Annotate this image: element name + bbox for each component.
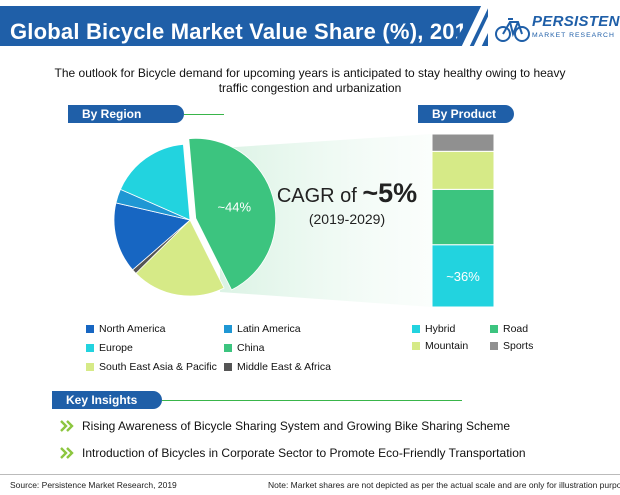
legend-label: Sports xyxy=(503,340,534,352)
cagr-callout: CAGR of ~5% (2019-2029) xyxy=(272,178,422,227)
legend-item-hybrid: Hybrid xyxy=(412,322,455,336)
legend-swatch xyxy=(86,325,94,333)
logo-name: PERSISTENCE xyxy=(532,13,620,30)
region-accent-line xyxy=(184,114,224,115)
legend-label: Europe xyxy=(99,342,133,354)
legend-item-north-america: North America xyxy=(86,322,166,336)
logo-subtitle: MARKET RESEARCH xyxy=(532,32,615,39)
legend-label: Middle East & Africa xyxy=(237,361,331,373)
bicycle-logo-icon xyxy=(495,18,530,42)
legend-item-middle-east-and-africa: Middle East & Africa xyxy=(224,360,331,374)
footer: Source: Persistence Market Research, 201… xyxy=(0,474,620,495)
chart-area: ~44% ~36% xyxy=(113,133,495,308)
bar-data-label: ~36% xyxy=(446,269,480,284)
legend-label: Latin America xyxy=(237,323,301,335)
pie-slice-north-america xyxy=(113,202,191,271)
legend-item-road: Road xyxy=(490,322,528,336)
section-label-insights: Key Insights xyxy=(52,391,162,409)
insight-item: Rising Awareness of Bicycle Sharing Syst… xyxy=(60,418,510,434)
legend-item-europe: Europe xyxy=(86,341,133,355)
legend-swatch xyxy=(224,363,232,371)
insights-accent-line xyxy=(162,400,462,401)
insight-text: Introduction of Bicycles in Corporate Se… xyxy=(82,446,526,460)
pie-slice-china xyxy=(188,137,277,291)
pie-slice-south-east-asia-and-pacific xyxy=(135,219,225,297)
connector-band xyxy=(220,134,432,307)
legend-swatch xyxy=(86,363,94,371)
legend-label: Hybrid xyxy=(425,323,456,335)
legend-item-sports: Sports xyxy=(490,339,533,353)
subtitle-line-1: The outlook for Bicycle demand for upcom… xyxy=(54,66,566,80)
bar-segment-hybrid xyxy=(431,244,495,308)
cagr-value: ~5% xyxy=(362,178,418,208)
page-title: Global Bicycle Market Value Share (%), 2… xyxy=(10,19,480,44)
insight-text: Rising Awareness of Bicycle Sharing Syst… xyxy=(82,419,510,433)
chevron-right-icon xyxy=(60,447,74,459)
legend-label: China xyxy=(237,342,265,354)
legend-swatch xyxy=(490,325,498,333)
product-stacked-bar: ~36% xyxy=(431,133,495,308)
region-pie-chart: ~44% xyxy=(113,137,277,297)
chevron-right-icon xyxy=(60,420,74,432)
section-label-region: By Region xyxy=(68,105,184,123)
legend-item-mountain: Mountain xyxy=(412,339,468,353)
title-bar: Global Bicycle Market Value Share (%), 2… xyxy=(0,6,488,46)
legend-label: North America xyxy=(99,323,166,335)
legend-label: South East Asia & Pacific xyxy=(99,361,217,373)
logo: PERSISTENCE MARKET RESEARCH xyxy=(488,2,620,56)
legend-swatch xyxy=(224,325,232,333)
footer-source: Source: Persistence Market Research, 201… xyxy=(10,480,177,490)
legend-swatch xyxy=(86,344,94,352)
legend-item-south-east-asia-and-pacific: South East Asia & Pacific xyxy=(86,360,217,374)
legend-item-china: China xyxy=(224,341,264,355)
cagr-prefix: CAGR of xyxy=(276,185,363,207)
legend-label: Mountain xyxy=(425,340,469,352)
cagr-headline: CAGR of ~5% xyxy=(272,178,422,209)
subtitle-line-2: traffic congestion and urbanization xyxy=(218,81,402,95)
bar-segment-road xyxy=(431,188,495,246)
section-label-product: By Product xyxy=(418,105,514,123)
footer-note: Note: Market shares are not depicted as … xyxy=(268,480,620,490)
legend-swatch xyxy=(412,325,420,333)
insight-item: Introduction of Bicycles in Corporate Se… xyxy=(60,445,526,461)
legend-label: Road xyxy=(503,323,529,335)
pie-slice-europe xyxy=(119,143,191,221)
bar-segment-mountain xyxy=(431,150,495,190)
legend-item-latin-america: Latin America xyxy=(224,322,301,336)
pie-data-label: ~44% xyxy=(217,199,251,214)
legend-swatch xyxy=(224,344,232,352)
header: Global Bicycle Market Value Share (%), 2… xyxy=(0,0,620,58)
legend-swatch xyxy=(412,342,420,350)
cagr-period: (2019-2029) xyxy=(308,211,386,227)
legend-swatch xyxy=(490,342,498,350)
bar-segment-sports xyxy=(431,133,495,152)
pie-to-bar-connector xyxy=(220,134,432,307)
subtitle: The outlook for Bicycle demand for upcom… xyxy=(20,66,600,96)
